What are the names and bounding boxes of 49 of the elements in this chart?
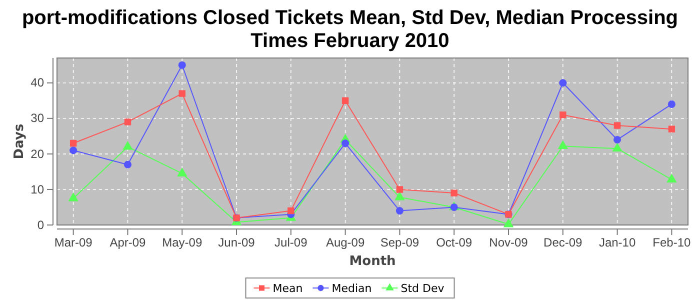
x-tick-label: Jul-09 (274, 236, 308, 250)
point (288, 207, 294, 214)
x-tick-label: May-09 (162, 236, 202, 250)
x-axis-title: Month (349, 254, 396, 269)
y-tick-label: 10 (30, 182, 44, 196)
legend-label: Mean (272, 282, 303, 295)
point (122, 140, 133, 150)
point (614, 136, 622, 144)
y-tick-label: 40 (30, 76, 44, 90)
point (450, 190, 458, 196)
x-tick-label: Oct-09 (436, 236, 472, 250)
x-tick-label: Nov-09 (489, 236, 528, 250)
x-tick-label: Apr-09 (110, 236, 146, 250)
point (396, 186, 404, 193)
point (612, 142, 622, 152)
point (394, 191, 405, 200)
y-tick-label: 20 (30, 146, 44, 161)
legend-label: Median (332, 282, 372, 295)
point (178, 90, 186, 97)
x-tick-label: Mar-09 (54, 236, 93, 250)
point (396, 207, 404, 215)
point (178, 61, 186, 69)
point (70, 146, 78, 154)
y-tick-label: 0 (37, 218, 44, 232)
x-tick-label: Jan-10 (598, 236, 636, 250)
x-tick-label: Feb-10 (652, 236, 692, 250)
point (666, 174, 677, 182)
x-tick-label: Jun-09 (218, 236, 256, 250)
x-tick-label: Sep-09 (380, 236, 420, 250)
x-tick-label: Aug-09 (326, 236, 365, 250)
point (177, 168, 188, 176)
point (503, 218, 514, 228)
point (559, 79, 567, 87)
point (342, 140, 350, 148)
legend-label: Std Dev (400, 282, 445, 295)
point (70, 140, 77, 147)
point (614, 122, 621, 129)
point (668, 100, 676, 108)
point (560, 111, 566, 118)
point (68, 192, 78, 202)
y-tick-label: 30 (30, 111, 44, 126)
point (342, 97, 349, 104)
point (668, 126, 676, 132)
point (558, 140, 568, 150)
point (124, 160, 132, 168)
point (124, 118, 132, 126)
chart-title: port-modifications Closed Tickets Mean, Std Dev, Median Processing Times February 2010 (22, 7, 678, 52)
x-tick-label: Dec-09 (544, 236, 583, 250)
y-axis-title: Days (12, 124, 27, 160)
